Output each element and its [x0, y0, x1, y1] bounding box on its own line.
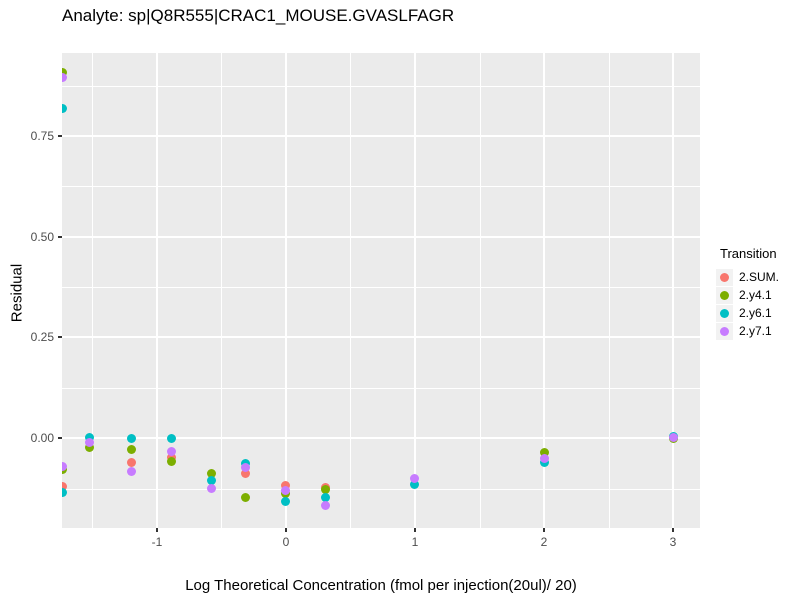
chart-title: Analyte: sp|Q8R555|CRAC1_MOUSE.GVASLFAGR	[62, 6, 455, 25]
legend-label: 2.y7.1	[739, 324, 772, 338]
legend-key	[716, 286, 733, 304]
data-point-2.SUM.	[281, 480, 291, 490]
x-tick-label: 3	[669, 535, 677, 549]
data-point-2.y4.1	[321, 484, 331, 494]
legend-key	[716, 268, 733, 286]
legend-items: 2.SUM. 2.y4.1 2.y6.1 2.y7.1	[716, 268, 779, 340]
major-gridline	[156, 53, 158, 528]
legend-label: 2.SUM.	[739, 270, 780, 284]
data-point-2.SUM.	[241, 469, 251, 479]
y-tick-mark	[58, 437, 62, 439]
x-tick-mark	[672, 528, 674, 532]
data-point-2.y6.1	[62, 487, 68, 497]
data-point-2.y7.1	[62, 461, 68, 471]
major-gridline	[62, 236, 700, 238]
data-point-2.y6.1	[85, 432, 95, 442]
x-tick-label: 2	[540, 535, 548, 549]
minor-gridline	[62, 85, 700, 87]
legend-label: 2.y4.1	[739, 288, 772, 302]
x-tick-mark	[543, 528, 545, 532]
minor-gridline	[91, 53, 93, 528]
data-point-2.y6.1	[241, 458, 251, 468]
major-gridline	[62, 437, 700, 439]
legend-key	[716, 304, 733, 322]
legend-item-2.y4.1: 2.y4.1	[716, 286, 779, 304]
minor-gridline	[62, 185, 700, 187]
minor-gridline	[62, 387, 700, 389]
legend-dot-icon	[720, 272, 729, 282]
x-tick-mark	[285, 528, 287, 532]
data-point-2.y4.1	[85, 442, 95, 452]
minor-gridline	[220, 53, 222, 528]
x-axis-title: Log Theoretical Concentration (fmol per …	[185, 577, 577, 594]
legend-key	[716, 322, 733, 340]
data-point-2.y4.1	[206, 468, 216, 478]
minor-gridline	[62, 286, 700, 288]
legend-item-2.y7.1: 2.y7.1	[716, 322, 779, 340]
y-tick-label: 0.25	[30, 330, 54, 344]
y-tick-label: 0.50	[30, 230, 54, 244]
y-tick-mark	[58, 135, 62, 137]
major-gridline	[543, 53, 545, 528]
major-gridline	[62, 336, 700, 338]
data-point-2.y4.1	[62, 67, 68, 77]
data-point-2.y6.1	[206, 475, 216, 485]
legend-dot-icon	[720, 308, 729, 318]
y-tick-label: 0.00	[30, 431, 54, 445]
data-point-2.y7.1	[85, 438, 95, 448]
x-tick-label: 0	[282, 535, 290, 549]
data-point-2.y6.1	[410, 479, 420, 489]
legend: Transition 2.SUM. 2.y4.1 2.y6.1 2.y7.1	[716, 246, 779, 340]
data-point-2.y7.1	[206, 483, 216, 493]
major-gridline	[672, 53, 674, 528]
data-point-2.y7.1	[321, 500, 331, 510]
legend-dot-icon	[720, 326, 729, 336]
major-gridline	[414, 53, 416, 528]
x-tick-label: -1	[151, 535, 163, 549]
legend-label: 2.y6.1	[739, 306, 772, 320]
minor-gridline	[62, 488, 700, 490]
minor-gridline	[608, 53, 610, 528]
plot-panel	[62, 53, 700, 528]
legend-title: Transition	[720, 246, 777, 261]
legend-item-2.y6.1: 2.y6.1	[716, 304, 779, 322]
data-point-2.SUM.	[62, 481, 68, 491]
minor-gridline	[349, 53, 351, 528]
legend-item-2.SUM.: 2.SUM.	[716, 268, 779, 286]
x-tick-mark	[414, 528, 416, 532]
x-tick-mark	[156, 528, 158, 532]
data-point-2.y7.1	[126, 467, 136, 477]
x-tick-label: 1	[411, 535, 419, 549]
data-point-2.y6.1	[321, 492, 331, 502]
data-point-2.y6.1	[281, 496, 291, 506]
data-point-2.y4.1	[539, 447, 549, 457]
data-point-2.y7.1	[166, 446, 176, 456]
data-point-2.SUM.	[126, 457, 136, 467]
data-point-2.y6.1	[126, 433, 136, 443]
data-point-2.y6.1	[62, 103, 68, 113]
data-point-2.y4.1	[166, 456, 176, 466]
y-tick-mark	[58, 336, 62, 338]
data-point-2.y7.1	[410, 473, 420, 483]
minor-gridline	[479, 53, 481, 528]
data-point-2.y7.1	[281, 485, 291, 495]
major-gridline	[285, 53, 287, 528]
data-point-2.y7.1	[539, 453, 549, 463]
data-point-2.y7.1	[241, 463, 251, 473]
major-gridline	[62, 135, 700, 137]
data-point-2.y4.1	[126, 444, 136, 454]
y-tick-label: 0.75	[30, 129, 54, 143]
y-axis-title: Residual	[8, 263, 26, 323]
data-point-2.y6.1	[166, 433, 176, 443]
data-point-2.y7.1	[62, 72, 68, 82]
data-point-2.y7.1	[668, 433, 678, 443]
data-point-2.y4.1	[241, 492, 251, 502]
legend-dot-icon	[720, 290, 729, 300]
y-tick-mark	[58, 236, 62, 238]
